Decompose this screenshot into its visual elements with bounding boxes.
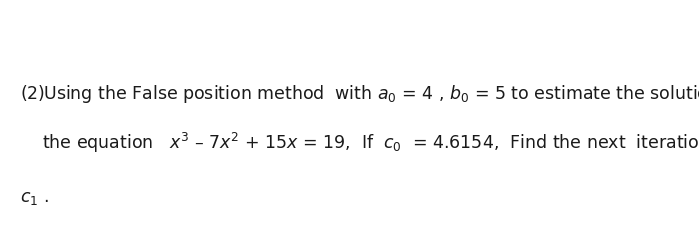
Text: (2)Using the False position method  with $a_0$ = 4 , $b_0$ = 5 to estimate the s: (2)Using the False position method with … bbox=[20, 83, 699, 105]
Text: the equation   $x^3$ – 7$x^2$ + 15$x$ = 19,  If  $c_0$  = 4.6154,  Find the next: the equation $x^3$ – 7$x^2$ + 15$x$ = 19… bbox=[20, 131, 699, 155]
Text: $c_1$ .: $c_1$ . bbox=[20, 189, 49, 206]
